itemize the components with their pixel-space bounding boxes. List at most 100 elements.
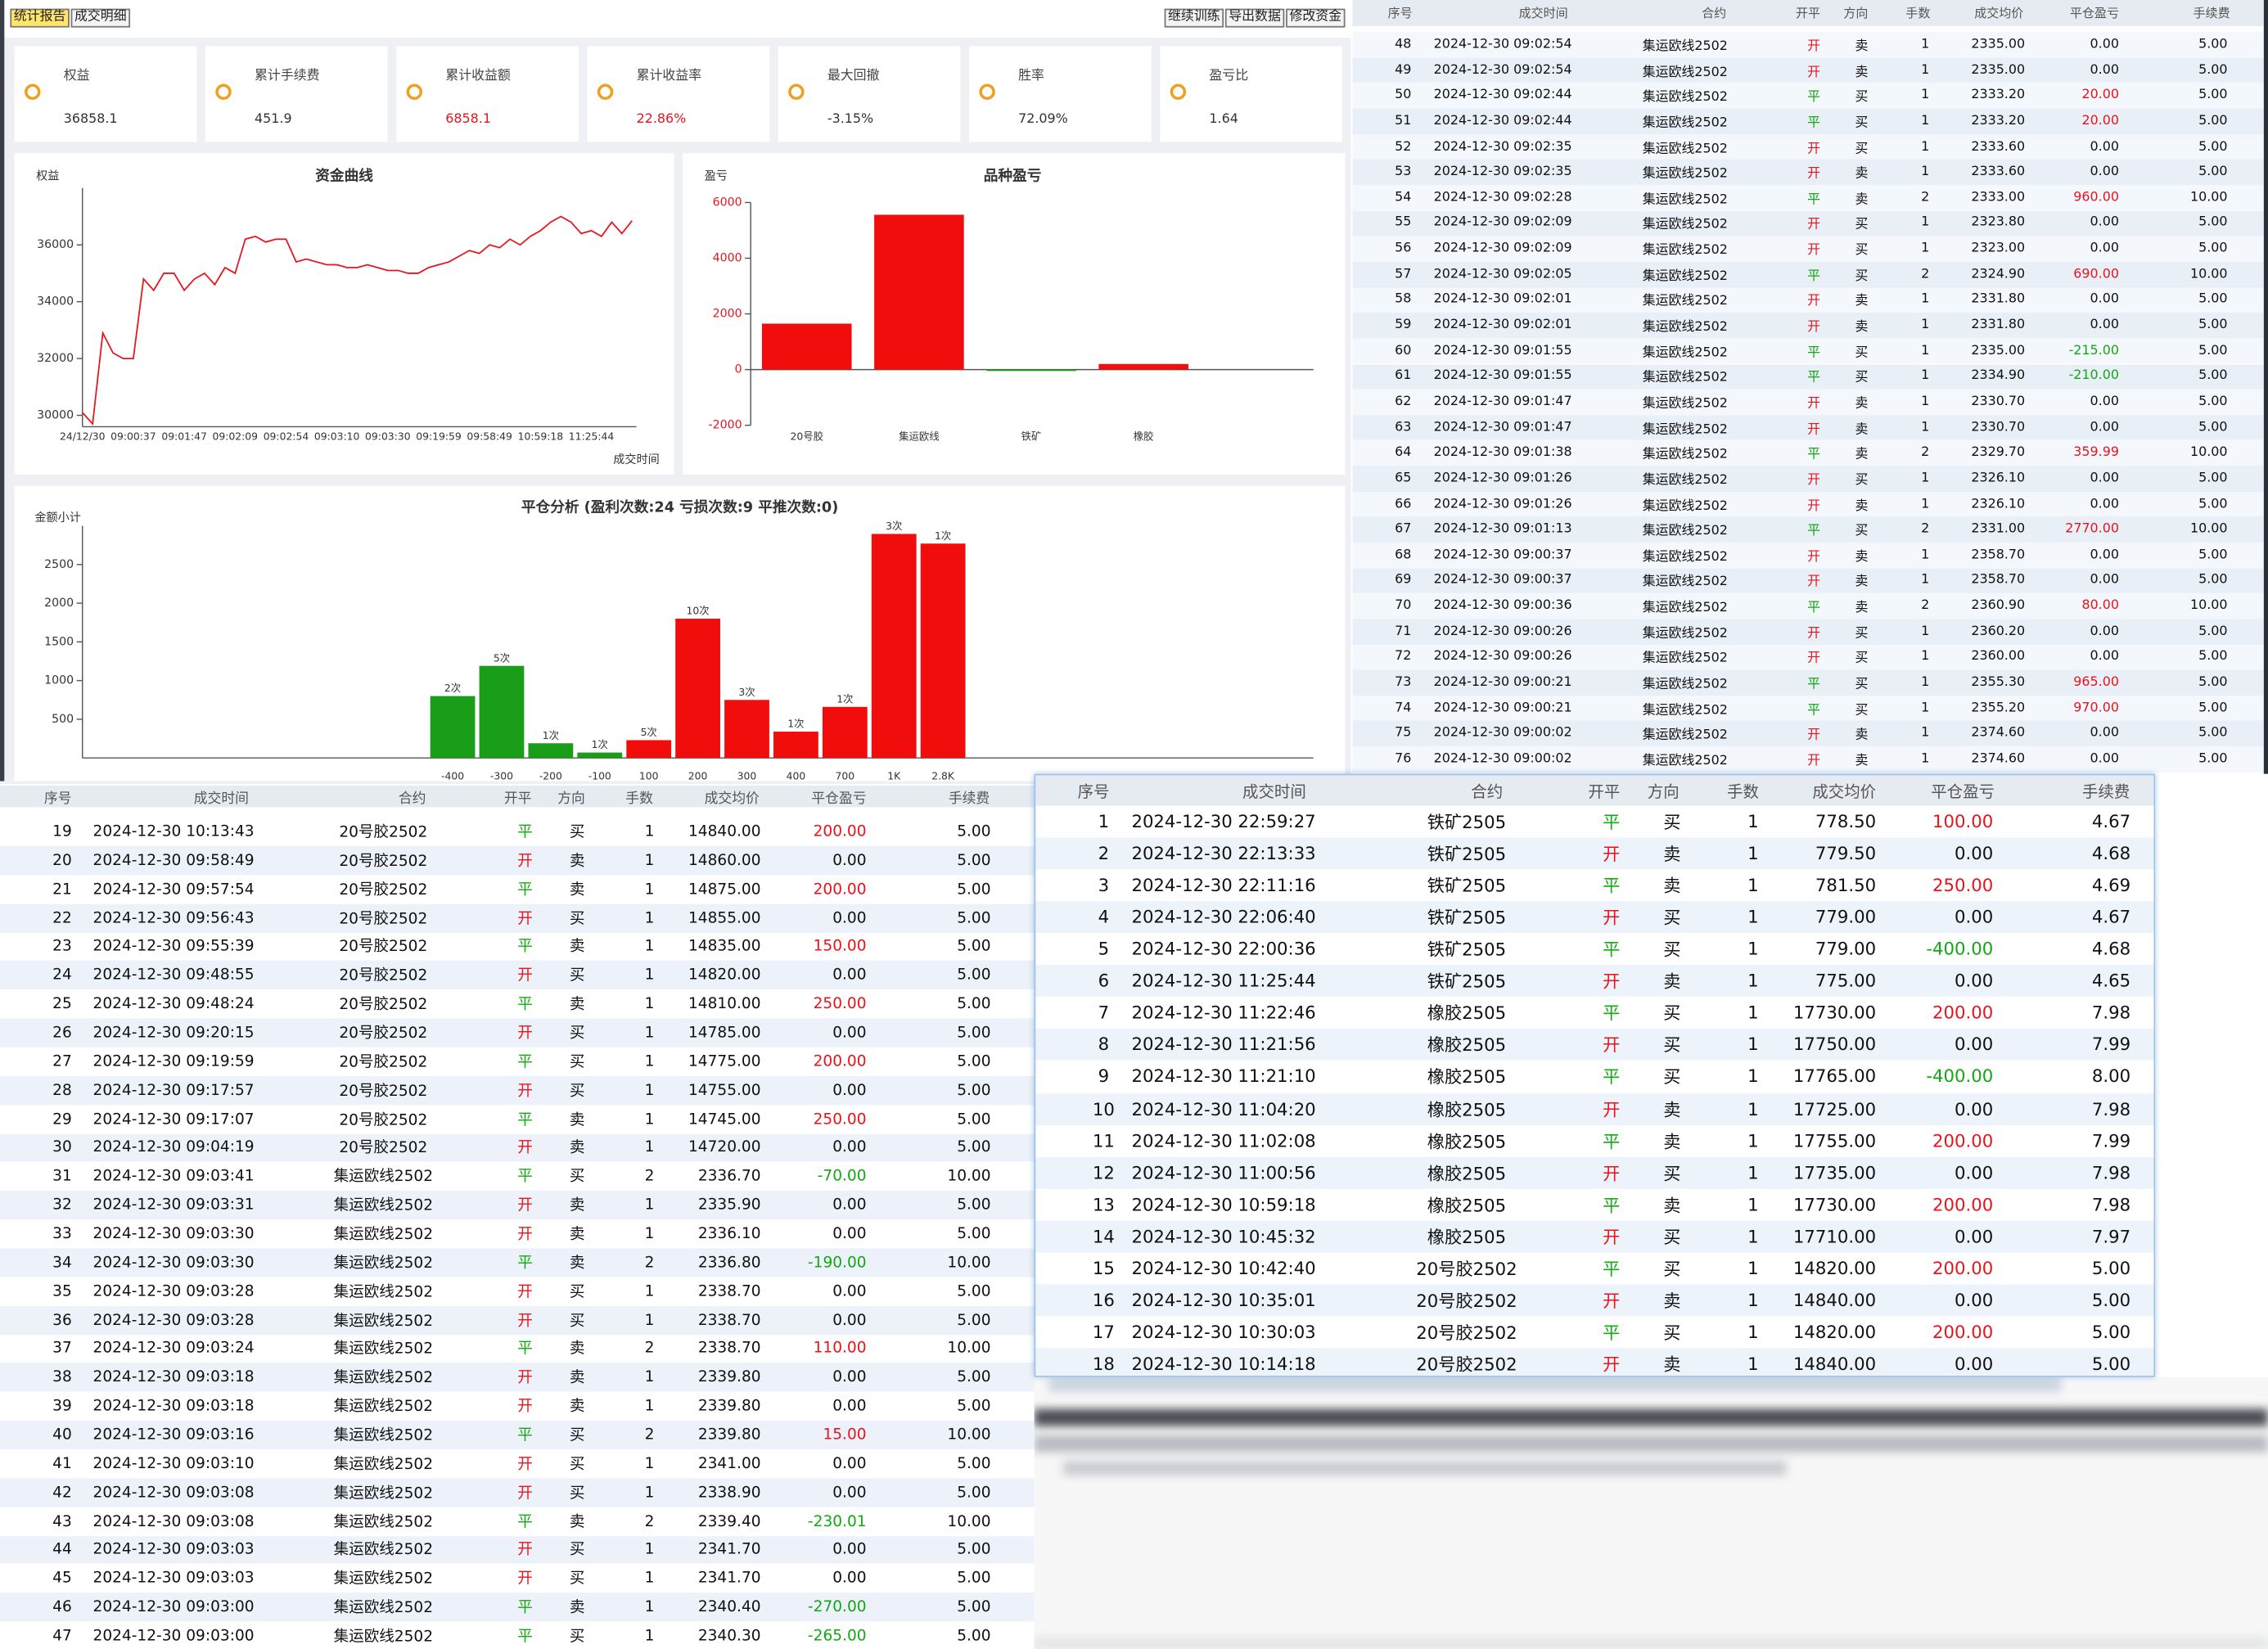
table-cell: 开 <box>517 1542 533 1560</box>
tab[interactable]: 统计报告 <box>10 8 70 28</box>
table-cell: 开 <box>517 1283 533 1301</box>
table-row: 31 2024-12-30 09:03:41 集运欧线2502 平 买 2 2336.70 -… <box>0 1161 1035 1192</box>
blurred-bar <box>1034 1408 2268 1426</box>
table-cell: 卖 <box>569 1398 585 1416</box>
table-cell: 2 <box>644 1426 655 1444</box>
table-cell: 20号胶2502 <box>339 1025 428 1043</box>
table-cell: 960.00 <box>2073 191 2119 205</box>
table-row: 73 2024-12-30 09:00:21 集运欧线2502 平 买 1 2355.30 9… <box>1352 669 2264 696</box>
table-cell: 2338.70 <box>697 1282 761 1300</box>
header-cell: 手数 <box>1905 7 1931 22</box>
table-cell: 0.00 <box>2090 650 2119 665</box>
table-cell: 1 <box>644 995 655 1013</box>
table-cell: 2 <box>644 1167 655 1186</box>
table-cell: 集运欧线2502 <box>1642 345 1728 361</box>
table-cell: 200.00 <box>813 880 867 899</box>
x-tick-label: 2.8K <box>931 771 955 782</box>
x-tick-label: 09:00:37 <box>110 430 156 442</box>
table-cell: 2024-12-30 11:00:56 <box>1131 1162 1316 1183</box>
table-cell: 1 <box>1921 394 1930 410</box>
table-cell: 卖 <box>1855 192 1869 208</box>
table-cell: 2335.00 <box>1971 63 2026 78</box>
table-cell: 开 <box>1603 1099 1621 1120</box>
bar-label: 1次 <box>543 730 559 741</box>
stat-card: 累计手续费 451.9 <box>205 46 388 142</box>
x-tick-label: -300 <box>490 771 513 782</box>
table-cell: 0.00 <box>2090 318 2119 333</box>
table-cell: 2024-12-30 09:03:28 <box>92 1311 255 1329</box>
table-cell: 2326.10 <box>1971 471 2026 486</box>
table-row: 4 2024-12-30 22:06:40 铁矿2505 开 买 1 779.00 0.00 4… <box>1035 901 2154 934</box>
table-cell: 2024-12-30 09:02:54 <box>1433 63 1572 78</box>
table-cell: 71 <box>1395 624 1412 639</box>
table-row: 65 2024-12-30 09:01:26 集运欧线2502 开 买 1 2326.10 0… <box>1352 466 2264 492</box>
button[interactable]: 导出数据 <box>1224 8 1285 28</box>
table-cell: 20号胶2502 <box>339 823 428 841</box>
table-cell: 10.00 <box>2189 522 2228 538</box>
table-row: 17 2024-12-30 10:30:03 20号胶2502 平 买 1 14820.00… <box>1035 1316 2154 1349</box>
tab[interactable]: 成交明细 <box>70 8 131 28</box>
table-cell: 5.00 <box>2198 650 2228 665</box>
table-cell: 5.00 <box>2198 726 2228 741</box>
table-cell: 开 <box>1603 1227 1621 1248</box>
table-cell: 74 <box>1395 701 1412 716</box>
table-cell: 集运欧线2502 <box>1642 142 1728 156</box>
table-row: 37 2024-12-30 09:03:24 集运欧线2502 平 卖 2 2338.70 1… <box>0 1334 1035 1363</box>
table-cell: 0.00 <box>2090 497 2119 511</box>
table-cell: 平 <box>517 1513 533 1531</box>
table-cell: 集运欧线2502 <box>1642 397 1728 412</box>
table-cell: 14775.00 <box>688 1052 761 1070</box>
table-cell: 14875.00 <box>688 880 761 899</box>
table-row: 46 2024-12-30 09:03:00 集运欧线2502 平 卖 1 2340.40 -… <box>0 1593 1035 1622</box>
table-cell: 买 <box>569 1455 585 1474</box>
bar-label: 5次 <box>641 727 657 738</box>
table-cell: 17730.00 <box>1792 1002 1877 1024</box>
table-cell: 开 <box>1807 295 1821 310</box>
table-cell: 1 <box>1921 471 1930 486</box>
table-row: 36 2024-12-30 09:03:28 集运欧线2502 开 买 1 2338.70 0… <box>0 1305 1035 1335</box>
table-cell: 2024-12-30 22:06:40 <box>1131 907 1316 928</box>
table-cell: 平 <box>517 1053 533 1071</box>
table-cell: 10.00 <box>947 1512 991 1530</box>
table-cell: 平 <box>517 1599 533 1617</box>
table-cell: 买 <box>1663 812 1681 833</box>
button[interactable]: 继续训练 <box>1164 8 1224 28</box>
table-cell: 平 <box>1603 939 1621 961</box>
table-cell: 27 <box>52 1052 72 1070</box>
table-row: 24 2024-12-30 09:48:55 20号胶2502 开 买 1 14820.00… <box>0 961 1035 990</box>
table-cell: 2024-12-30 11:21:56 <box>1131 1034 1316 1056</box>
table-cell: 2024-12-30 09:03:18 <box>92 1397 255 1415</box>
button[interactable]: 修改资金 <box>1286 8 1346 28</box>
table-cell: 1 <box>1921 497 1930 511</box>
table-cell: 20.00 <box>2081 114 2119 129</box>
table-row: 50 2024-12-30 09:02:44 集运欧线2502 平 买 1 2333.20 2… <box>1352 83 2264 109</box>
y-tick-label: 4000 <box>713 252 742 265</box>
header-cell: 开平 <box>503 790 532 807</box>
table-cell: 2355.30 <box>1971 675 2026 691</box>
table-cell: 1 <box>1747 1002 1759 1024</box>
table-cell: 1 <box>1921 573 1930 588</box>
table-cell: 卖 <box>1663 1195 1681 1216</box>
bar <box>773 732 818 759</box>
table-cell: 2338.70 <box>697 1340 761 1358</box>
table-cell: 5.00 <box>2091 1258 2131 1279</box>
table-row: 28 2024-12-30 09:17:57 20号胶2502 开 买 1 14755.00… <box>0 1075 1035 1105</box>
table-cell: 集运欧线2502 <box>1642 90 1728 106</box>
table-cell: 集运欧线2502 <box>333 1484 434 1503</box>
header-cell: 方向 <box>1647 782 1680 801</box>
stat-icon <box>215 83 232 100</box>
table-cell: 开 <box>1807 498 1821 514</box>
table-cell: 橡胶2505 <box>1427 1163 1507 1184</box>
table-cell: 18 <box>1092 1354 1115 1375</box>
table-cell: 2341.70 <box>697 1570 761 1588</box>
stat-label: 权益 <box>63 69 90 84</box>
table-cell: 5.00 <box>2198 241 2228 257</box>
table-cell: 2024-12-30 09:03:16 <box>92 1426 255 1444</box>
table-cell: 集运欧线2502 <box>333 1628 434 1646</box>
table-row: 72 2024-12-30 09:00:26 集运欧线2502 开 买 1 2360.00 0… <box>1352 644 2264 670</box>
table-cell: 卖 <box>1855 295 1869 310</box>
table-cell: 集运欧线2502 <box>1642 601 1728 616</box>
table-cell: 开 <box>1807 244 1821 259</box>
table-cell: 14820.00 <box>1792 1322 1877 1343</box>
table-cell: 5.00 <box>957 822 991 840</box>
